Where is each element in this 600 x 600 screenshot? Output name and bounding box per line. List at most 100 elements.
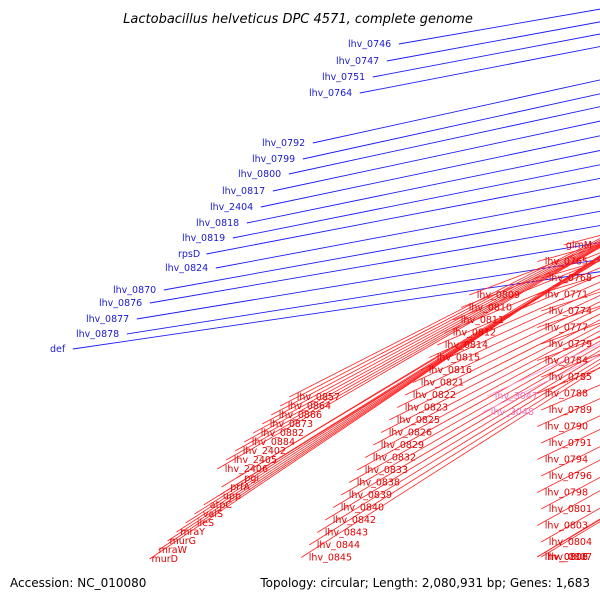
leader-line-blue (232, 164, 600, 239)
gene-label-red: lhv_0806 (545, 552, 588, 563)
leader-line-blue (126, 258, 600, 335)
gene-label-red: lhv_2405 (234, 455, 277, 466)
gene-label-blue: lhv_2404 (210, 202, 253, 213)
gene-label-blue: lhv_0751 (322, 72, 365, 83)
topology-text: Topology: circular; Length: 2,080,931 bp… (259, 576, 590, 590)
gene-label-red: lhv_0804 (549, 537, 592, 548)
leader-line-blue (272, 120, 600, 192)
leader-line-blue (288, 106, 600, 175)
leader-line-red (332, 350, 600, 508)
gene-label-red: lhv_0809 (477, 290, 520, 301)
gene-label-red: lhv_0790 (545, 422, 588, 433)
leader-line-red (541, 477, 600, 510)
leader-line-red (537, 243, 600, 262)
leader-line-red (216, 247, 600, 470)
gene-label-red: ileS (197, 518, 214, 529)
leader-line-red (357, 335, 600, 471)
gene-label-red: lhv_0873 (270, 419, 313, 430)
gene-label-red: lhv_2406 (225, 464, 268, 475)
gene-labels: lhv_0746 lhv_0747 lhv_0751 lhv_0764 lhv_0792… (50, 39, 592, 565)
leader-line-blue (312, 79, 600, 144)
gene-label-red: lhv_0821 (421, 378, 464, 389)
leader-line-red (176, 256, 600, 533)
gene-label-red: lhv_0842 (333, 515, 376, 526)
leader-line-red (341, 345, 600, 496)
leader-line-blue (72, 271, 600, 350)
leader-line-blue (163, 210, 600, 291)
gene-label-blue: lhv_0878 (76, 329, 119, 340)
leader-line-red (324, 354, 600, 521)
gene-label-blue: lhv_0817 (222, 186, 265, 197)
gene-label-red: lhv_0845 (309, 553, 352, 564)
leader-line-red (308, 362, 600, 546)
gene-label-red: lhv_0823 (405, 403, 448, 414)
gene-label-red: lhv_0866 (279, 410, 322, 421)
gene-label-red: lhv_0826 (389, 428, 432, 439)
gene-label-red: lhv_0803 (545, 521, 588, 532)
leader-line-blue (149, 225, 600, 304)
leader-line-red (253, 243, 600, 434)
gene-label-red: lhv_0784 (545, 356, 588, 367)
leader-line-red (373, 324, 600, 446)
leader-line-blue (206, 177, 600, 255)
gene-label-blue: lhv_0824 (165, 263, 208, 274)
gene-label-blue: lhv_0870 (113, 285, 156, 296)
gene-label-red: lhv_2402 (243, 446, 286, 457)
gene-label-blue: lhv_0746 (348, 39, 391, 50)
gene-label-blue: lhv_0764 (309, 88, 352, 99)
gene-label-red: lhv_0822 (413, 390, 456, 401)
gene-label-red: lhv_0884 (252, 437, 295, 448)
leader-line-blue (359, 46, 600, 94)
leader-line-red (349, 340, 600, 483)
gene-label-blue: lhv_0877 (86, 314, 129, 325)
gene-label-blue: lhv_0800 (238, 169, 281, 180)
gene-label-red: murD (152, 554, 179, 565)
gene-label-red: lhv_0815 (437, 353, 480, 364)
gene-label-red: lhv_0857 (297, 392, 340, 403)
leader-line-red (244, 244, 600, 443)
leader-line-red (158, 255, 600, 551)
leader-line-red (167, 256, 600, 542)
gene-label-red: glmM (566, 240, 592, 251)
gene-label-red: lhv_0791 (549, 438, 592, 449)
leader-line-blue (302, 93, 600, 160)
gene-label-red: lhv_0833 (365, 465, 408, 476)
gene-label-blue: lhv_0792 (262, 138, 305, 149)
gene-label-red: lhv_0816 (429, 365, 472, 376)
gene-label-red: lhv_0840 (341, 503, 384, 514)
gene-label-red: murG (169, 536, 196, 547)
gene-label-red: lhv_0777 (545, 323, 588, 334)
leader-line-red (300, 366, 600, 558)
gene-label-red: atpC (210, 500, 233, 511)
leader-line-blue (215, 195, 600, 269)
gene-label-red: lhv_0843 (325, 528, 368, 539)
leader-line-pink (487, 343, 600, 397)
leader-line-red (221, 257, 600, 488)
gene-label-blue: lhv_0819 (182, 233, 225, 244)
gene-label-red: lhv_0794 (545, 455, 588, 466)
gene-label-red: lhv_0882 (261, 428, 304, 439)
gene-label-red: lhv_0779 (549, 339, 592, 350)
leader-line-blue (246, 150, 600, 224)
gene-label-blue: lhv_0876 (99, 298, 142, 309)
leader-line-red (226, 246, 600, 461)
gene-label-red: mraW (159, 545, 188, 556)
leader-line-blue (136, 242, 600, 320)
gene-label-red: lhv_0810 (469, 303, 512, 314)
gene-label-red: lhv_0838 (357, 478, 400, 489)
gene-label-red: upp (223, 491, 241, 502)
gene-label-pink: lhv_3047 (495, 391, 538, 402)
leader-line-red (203, 257, 600, 506)
leader-line-red (316, 358, 600, 533)
gene-label-red: lhv_0789 (549, 405, 592, 416)
leader-line-red (280, 239, 600, 407)
gene-label-red: lhv_0785 (549, 372, 592, 383)
gene-label-red: lhv_0814 (445, 340, 488, 351)
leader-line-red (235, 245, 600, 452)
gene-label-blue: def (50, 344, 66, 355)
gene-label-red: lhv_0829 (381, 440, 424, 451)
leader-line-red (541, 260, 600, 279)
map-title: Lactobacillus helveticus DPC 4571, compl… (123, 12, 473, 27)
leader-line-blue (372, 33, 600, 78)
